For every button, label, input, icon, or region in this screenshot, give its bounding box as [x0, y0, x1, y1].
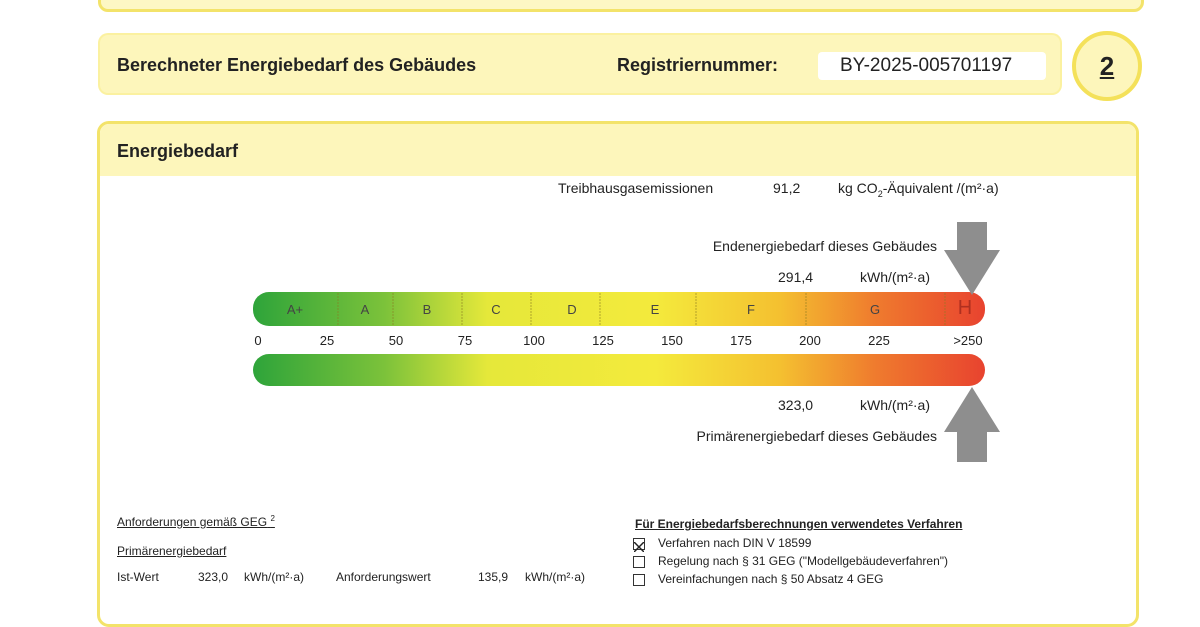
previous-panel [98, 0, 1144, 12]
class-label: D [567, 302, 576, 317]
check-mark [633, 541, 645, 553]
end-energy-arrow [944, 222, 1000, 295]
checkbox [633, 556, 645, 568]
method-title: Für Energiebedarfsberechnungen verwendet… [635, 517, 963, 531]
class-label: A+ [287, 302, 303, 317]
registration-number: BY-2025-005701197 [840, 55, 1013, 76]
class-label: B [423, 302, 432, 317]
unit-sub: 2 [877, 188, 883, 199]
class-label: E [651, 302, 660, 317]
class-label: A [361, 302, 370, 317]
primary-energy-arrow [944, 387, 1000, 462]
registration-box [818, 52, 1046, 80]
option-label: Vereinfachungen nach § 50 Absatz 4 GEG [658, 572, 884, 586]
primary-energy-unit: kWh/(m²·a) [860, 397, 930, 413]
scale-label: 100 [523, 333, 545, 348]
requirements-title: Anforderungen gemäß GEG 2 [117, 514, 275, 529]
end-energy-label: Endenergiebedarf dieses Gebäudes [712, 238, 937, 254]
required-label: Anforderungswert [336, 570, 431, 584]
class-band [253, 292, 985, 326]
required-value: 135,9 [478, 570, 509, 584]
actual-label: Ist-Wert [117, 570, 159, 584]
requirements-sup: 2 [270, 514, 275, 523]
option-label: Regelung nach § 31 GEG ("Modellgebäudeve… [658, 554, 949, 568]
unit-prefix: kg CO [838, 180, 878, 196]
end-energy-value: 291,4 [778, 269, 814, 285]
scale-label: 200 [799, 333, 821, 348]
actual-unit: kWh/(m²·a) [244, 570, 304, 584]
primary-band [253, 354, 985, 386]
scale-label: >250 [953, 333, 982, 348]
registration-label: Registriernummer: [617, 55, 779, 75]
requirements-title-text: Anforderungen gemäß GEG [117, 515, 268, 529]
scale-label: 25 [320, 333, 334, 348]
option-label: Verfahren nach DIN V 18599 [658, 536, 812, 550]
requirements-subtitle: Primärenergiebedarf [117, 544, 227, 558]
emissions-label: Treibhausgasemissionen [558, 180, 714, 196]
actual-value: 323,0 [198, 570, 229, 584]
checkbox [633, 574, 645, 586]
scale-label: 125 [592, 333, 614, 348]
header-title: Berechneter Energiebedarf des Gebäudes [117, 55, 477, 75]
energy-scale: A+ A B C D E F G H 0 25 50 75 100 125 150 175 200 225 >250 [253, 222, 1000, 462]
unit-suffix: -Äquivalent /(m²·a) [882, 180, 999, 196]
scale-label: 50 [389, 333, 403, 348]
class-label: H [958, 297, 972, 319]
page-number: 2 [1072, 31, 1142, 101]
required-unit: kWh/(m²·a) [525, 570, 585, 584]
end-energy-unit: kWh/(m²·a) [860, 269, 930, 285]
emissions-value: 91,2 [773, 180, 801, 196]
class-label: G [870, 302, 880, 317]
scale-label: 175 [730, 333, 752, 348]
emissions-unit: kg CO2-Äquivalent /(m²·a) [838, 180, 999, 199]
page: {"header": {"title": "Berechneter Energi… [97, 0, 1144, 627]
scale-label: 0 [254, 333, 261, 348]
section-title: Energiebedarf [117, 141, 239, 161]
scale-label: 150 [661, 333, 683, 348]
class-label: F [747, 302, 755, 317]
scale-label: 225 [868, 333, 890, 348]
class-label: C [491, 302, 500, 317]
primary-energy-label: Primärenergiebedarf dieses Gebäudes [696, 428, 937, 444]
scale-label: 75 [458, 333, 472, 348]
primary-energy-value: 323,0 [778, 397, 814, 413]
checkbox [633, 538, 645, 553]
panel-header [100, 124, 1136, 176]
